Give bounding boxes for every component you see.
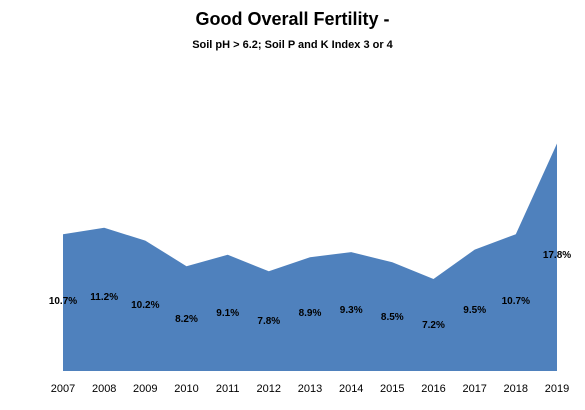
x-tick-label: 2007 (51, 383, 75, 395)
data-label: 8.5% (381, 312, 404, 323)
x-tick-label: 2019 (545, 383, 569, 395)
x-tick-label: 2013 (298, 383, 322, 395)
data-label: 10.7% (49, 296, 77, 307)
x-tick-label: 2008 (92, 383, 116, 395)
chart-subtitle: Soil pH > 6.2; Soil P and K Index 3 or 4 (192, 39, 393, 51)
area-series (63, 143, 557, 371)
x-tick-label: 2011 (216, 383, 240, 395)
x-tick-label: 2012 (257, 383, 281, 395)
data-label: 9.3% (340, 305, 363, 316)
data-label: 10.2% (131, 300, 159, 311)
x-tick-label: 2017 (462, 383, 486, 395)
data-label: 9.5% (463, 305, 486, 316)
x-tick-label: 2010 (174, 383, 198, 395)
data-label: 7.2% (422, 320, 445, 331)
x-tick-label: 2009 (133, 383, 157, 395)
data-label: 8.2% (175, 314, 198, 325)
data-label: 11.2% (90, 292, 118, 303)
chart-title: Good Overall Fertility - (195, 9, 390, 29)
x-tick-label: 2015 (380, 383, 404, 395)
data-label: 8.9% (299, 308, 322, 319)
data-label: 9.1% (216, 308, 239, 319)
x-tick-label: 2014 (339, 383, 363, 395)
x-tick-label: 2016 (421, 383, 445, 395)
data-label: 7.8% (257, 316, 280, 327)
data-label: 10.7% (502, 296, 530, 307)
data-label: 17.8% (543, 250, 571, 261)
x-tick-label: 2018 (504, 383, 528, 395)
